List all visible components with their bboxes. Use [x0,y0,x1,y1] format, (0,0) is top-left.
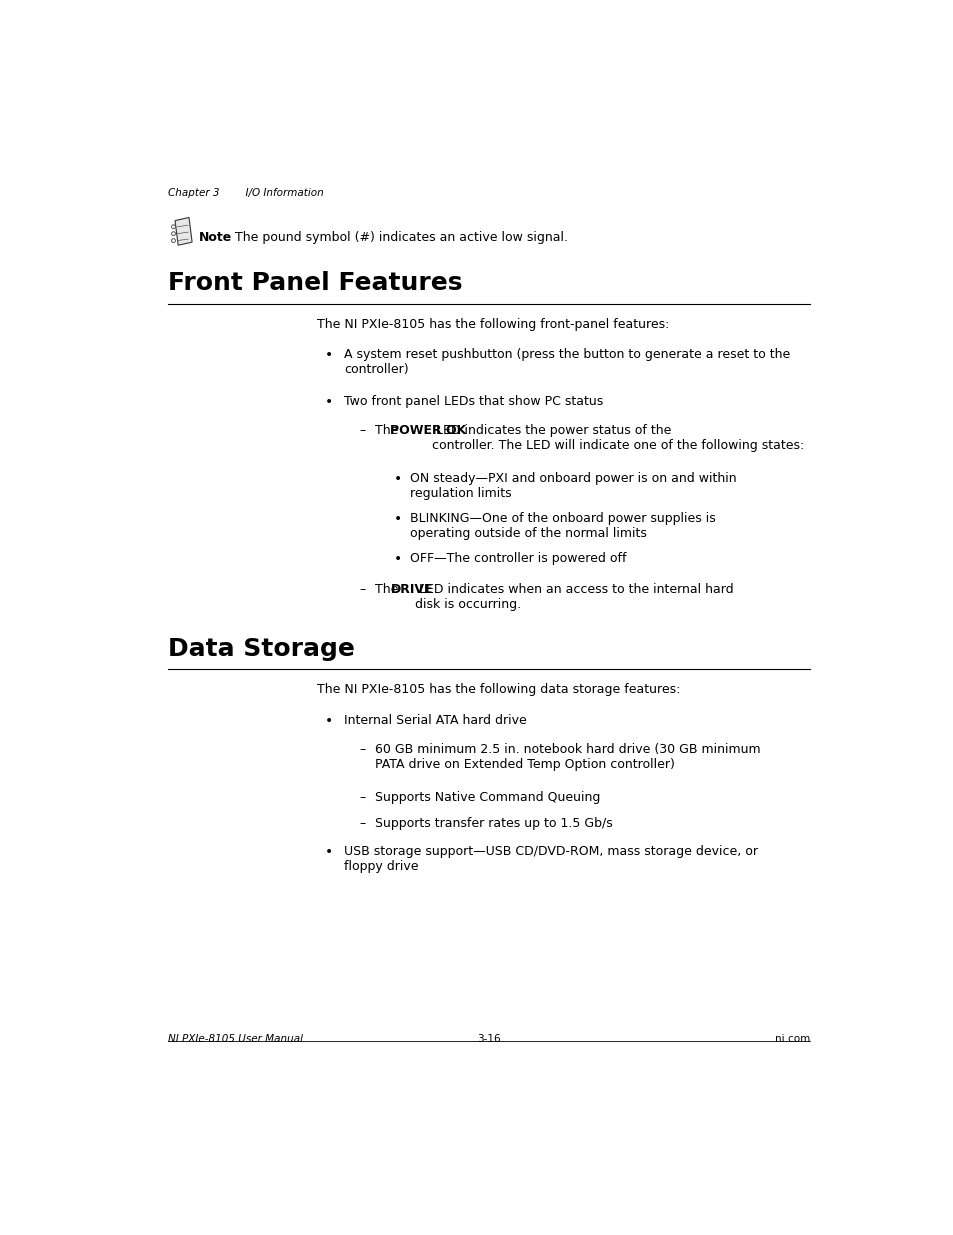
Text: –: – [359,816,365,830]
Text: LED indicates the power status of the
controller. The LED will indicate one of t: LED indicates the power status of the co… [432,424,803,452]
Text: •: • [324,845,333,860]
Text: The NI PXIe-8105 has the following front-panel features:: The NI PXIe-8105 has the following front… [316,317,669,331]
Text: POWER OK: POWER OK [390,424,466,437]
Text: Chapter 3        I/O Information: Chapter 3 I/O Information [168,188,323,199]
Text: Internal Serial ATA hard drive: Internal Serial ATA hard drive [344,714,526,727]
Text: DRIVE: DRIVE [390,583,433,597]
Text: Two front panel LEDs that show PC status: Two front panel LEDs that show PC status [344,395,602,408]
Text: •: • [394,511,402,526]
Text: LED indicates when an access to the internal hard
disk is occurring.: LED indicates when an access to the inte… [415,583,733,611]
Text: •: • [394,472,402,485]
Text: •: • [324,348,333,362]
Text: BLINKING—One of the onboard power supplies is
operating outside of the normal li: BLINKING—One of the onboard power suppli… [410,511,715,540]
Text: Supports Native Command Queuing: Supports Native Command Queuing [375,792,599,804]
Text: ON steady—PXI and onboard power is on and within
regulation limits: ON steady—PXI and onboard power is on an… [410,472,736,500]
Text: A system reset pushbutton (press the button to generate a reset to the
controlle: A system reset pushbutton (press the but… [344,348,789,377]
Text: Data Storage: Data Storage [168,637,355,661]
Text: Supports transfer rates up to 1.5 Gb/s: Supports transfer rates up to 1.5 Gb/s [375,816,612,830]
Text: –: – [359,742,365,756]
Text: –: – [359,424,365,437]
Text: USB storage support—USB CD/DVD-ROM, mass storage device, or
floppy drive: USB storage support—USB CD/DVD-ROM, mass… [344,845,758,873]
Text: 3-16: 3-16 [476,1034,500,1044]
Text: 60 GB minimum 2.5 in. notebook hard drive (30 GB minimum
PATA drive on Extended : 60 GB minimum 2.5 in. notebook hard driv… [375,742,760,771]
Text: ni.com: ni.com [774,1034,809,1044]
Text: •: • [324,395,333,409]
Text: •: • [394,552,402,567]
Text: Note: Note [199,231,233,243]
Text: –: – [359,792,365,804]
Text: Front Panel Features: Front Panel Features [168,272,462,295]
Text: The pound symbol (#) indicates an active low signal.: The pound symbol (#) indicates an active… [223,231,567,243]
Polygon shape [174,217,192,246]
Text: OFF—The controller is powered off: OFF—The controller is powered off [410,552,626,566]
Text: NI PXIe-8105 User Manual: NI PXIe-8105 User Manual [168,1034,303,1044]
Text: The NI PXIe-8105 has the following data storage features:: The NI PXIe-8105 has the following data … [316,683,679,697]
Text: •: • [324,714,333,729]
Text: The: The [375,583,402,597]
Text: The: The [375,424,402,437]
Text: –: – [359,583,365,597]
